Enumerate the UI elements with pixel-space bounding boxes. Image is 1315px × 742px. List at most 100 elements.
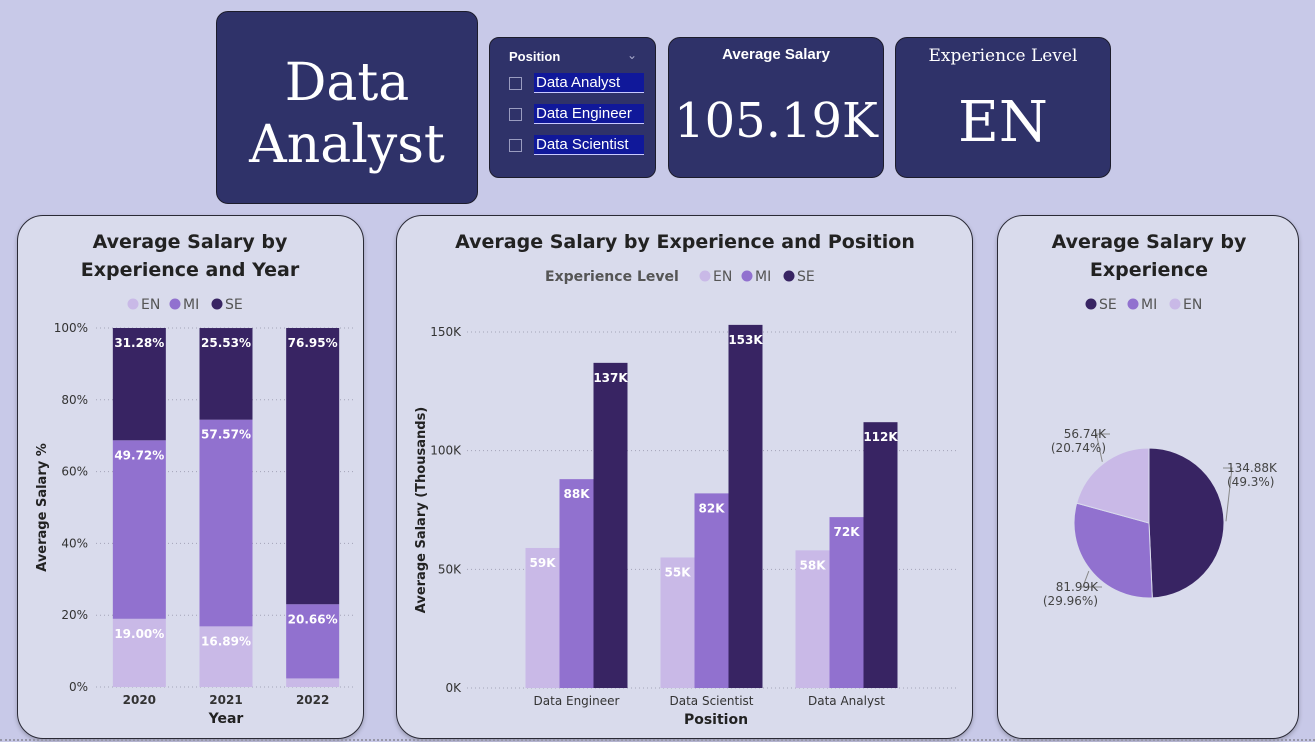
slicer-header: Position [509,49,561,64]
slicer-option-label: Data Engineer [534,104,644,124]
legend-label-en: EN [1183,297,1202,313]
leader-line [1082,570,1102,588]
bar-en-data-engineer [525,547,560,688]
y-tick-label: 150K [430,325,462,339]
leader-line [1223,467,1233,522]
data-label: 59K [530,556,557,570]
data-label: 76.95% [288,336,338,350]
data-label: 25.53% [201,336,251,350]
bar-segment-mi-2020 [112,440,166,619]
checkbox[interactable] [509,139,522,152]
slicer-option-data-scientist[interactable]: Data Scientist [509,135,649,159]
page-title: Data Analyst [249,53,445,175]
x-tick-label: Data Analyst [808,694,885,708]
stacked-bar-chart: Average Salary by Experience and Year EN MI… [35,231,356,727]
bar-segment-en-2020 [112,618,166,687]
page-bottom-border [0,737,1315,741]
y-tick-label: 50K [438,562,462,576]
data-label: 82K [699,501,726,515]
bar-se-data-scientist [728,324,763,688]
x-tick-label: 2020 [123,693,156,707]
bar-segment-se-2021 [199,328,253,420]
pie-slice-se [1148,447,1225,599]
pie-slice-mi [1073,502,1153,599]
experience-level-card: Experience Level EN [895,37,1111,178]
y-tick-label: 0% [69,680,88,694]
checkbox[interactable] [509,77,522,90]
bar-segment-en-2021 [199,626,253,687]
data-label: 20.66% [288,612,338,626]
legend-marker-en [1169,298,1181,310]
x-tick-label: 2022 [296,693,329,707]
data-label-percent: (29.96%) [1043,594,1098,608]
chart-panel-experience-pie: Average Salary by Experience SE MI EN 134.88K… [997,215,1299,739]
legend-marker-se [783,270,795,282]
bar-segment-en-2022 [286,678,340,687]
kpi-label: Experience Level [928,46,1078,66]
y-tick-label: 40% [61,536,88,550]
x-axis-title: Position [684,712,748,728]
legend-marker-mi [741,270,753,282]
legend-marker-mi [1127,298,1139,310]
slicer-option-label: Data Scientist [534,135,644,155]
legend-label-en: EN [713,269,732,285]
data-label: 153K [728,333,763,347]
leader-line [1095,433,1110,462]
x-axis-title: Year [208,711,244,727]
data-label: 16.89% [201,634,251,648]
data-label: 58K [800,558,827,572]
bar-en-data-analyst [795,550,830,688]
bar-mi-data-scientist [694,493,729,688]
data-label: 55K [665,565,692,579]
legend-title: Experience Level [545,269,679,285]
data-label: 57.57% [201,428,251,442]
bar-segment-se-2020 [112,328,166,441]
title-card: Data Analyst [216,11,478,204]
data-label: 31.28% [114,336,164,350]
legend-marker-en [699,270,711,282]
data-label: 56.74K [1064,427,1107,441]
data-label: 134.88K [1227,461,1278,475]
bar-mi-data-engineer [559,479,594,688]
pie-chart: Average Salary by Experience SE MI EN 134.88K… [1043,231,1278,608]
data-label: 112K [863,430,898,444]
slicer-option-data-engineer[interactable]: Data Engineer [509,104,649,128]
chart-title: Experience [1090,259,1208,281]
data-label-percent: (20.74%) [1051,441,1106,455]
chart-panel-experience-position: Average Salary by Experience and Positio… [396,215,973,739]
chart-panel-experience-year: Average Salary by Experience and Year EN MI… [17,215,364,739]
data-label: 137K [593,371,628,385]
bar-se-data-analyst [863,422,898,688]
legend-label-mi: MI [755,269,771,285]
bar-segment-mi-2022 [286,604,340,679]
legend-label-en: EN [141,297,160,313]
legend-marker-en [127,298,139,310]
position-slicer[interactable]: Position ⌄ Data Analyst Data Engineer Da… [489,37,656,178]
legend-marker-se [1085,298,1097,310]
legend-marker-mi [169,298,181,310]
kpi-value: EN [958,90,1048,155]
clustered-bar-chart: Average Salary by Experience and Positio… [414,231,957,728]
x-tick-label: Data Engineer [534,694,620,708]
chart-title: Average Salary by [1052,231,1247,253]
y-tick-label: 80% [61,393,88,407]
y-axis-title: Average Salary (Thousands) [414,407,429,614]
x-tick-label: 2021 [209,693,242,707]
kpi-value: 105.19K [674,93,878,149]
y-tick-label: 60% [61,465,88,479]
kpi-label: Average Salary [722,46,830,63]
legend-label-mi: MI [1141,297,1157,313]
x-tick-label: Data Scientist [670,694,754,708]
data-label: 49.72% [114,448,164,462]
slicer-option-data-analyst[interactable]: Data Analyst [509,73,649,97]
legend-marker-se [211,298,223,310]
data-label: 88K [564,487,591,501]
y-tick-label: 100% [54,321,88,335]
checkbox[interactable] [509,108,522,121]
y-tick-label: 0K [445,681,462,695]
data-label: 19.00% [114,627,164,641]
average-salary-card: Average Salary 105.19K [668,37,884,178]
legend-label-se: SE [1099,297,1117,313]
chevron-down-icon[interactable]: ⌄ [626,48,637,62]
chart-title: Average Salary by Experience and Positio… [455,231,915,253]
